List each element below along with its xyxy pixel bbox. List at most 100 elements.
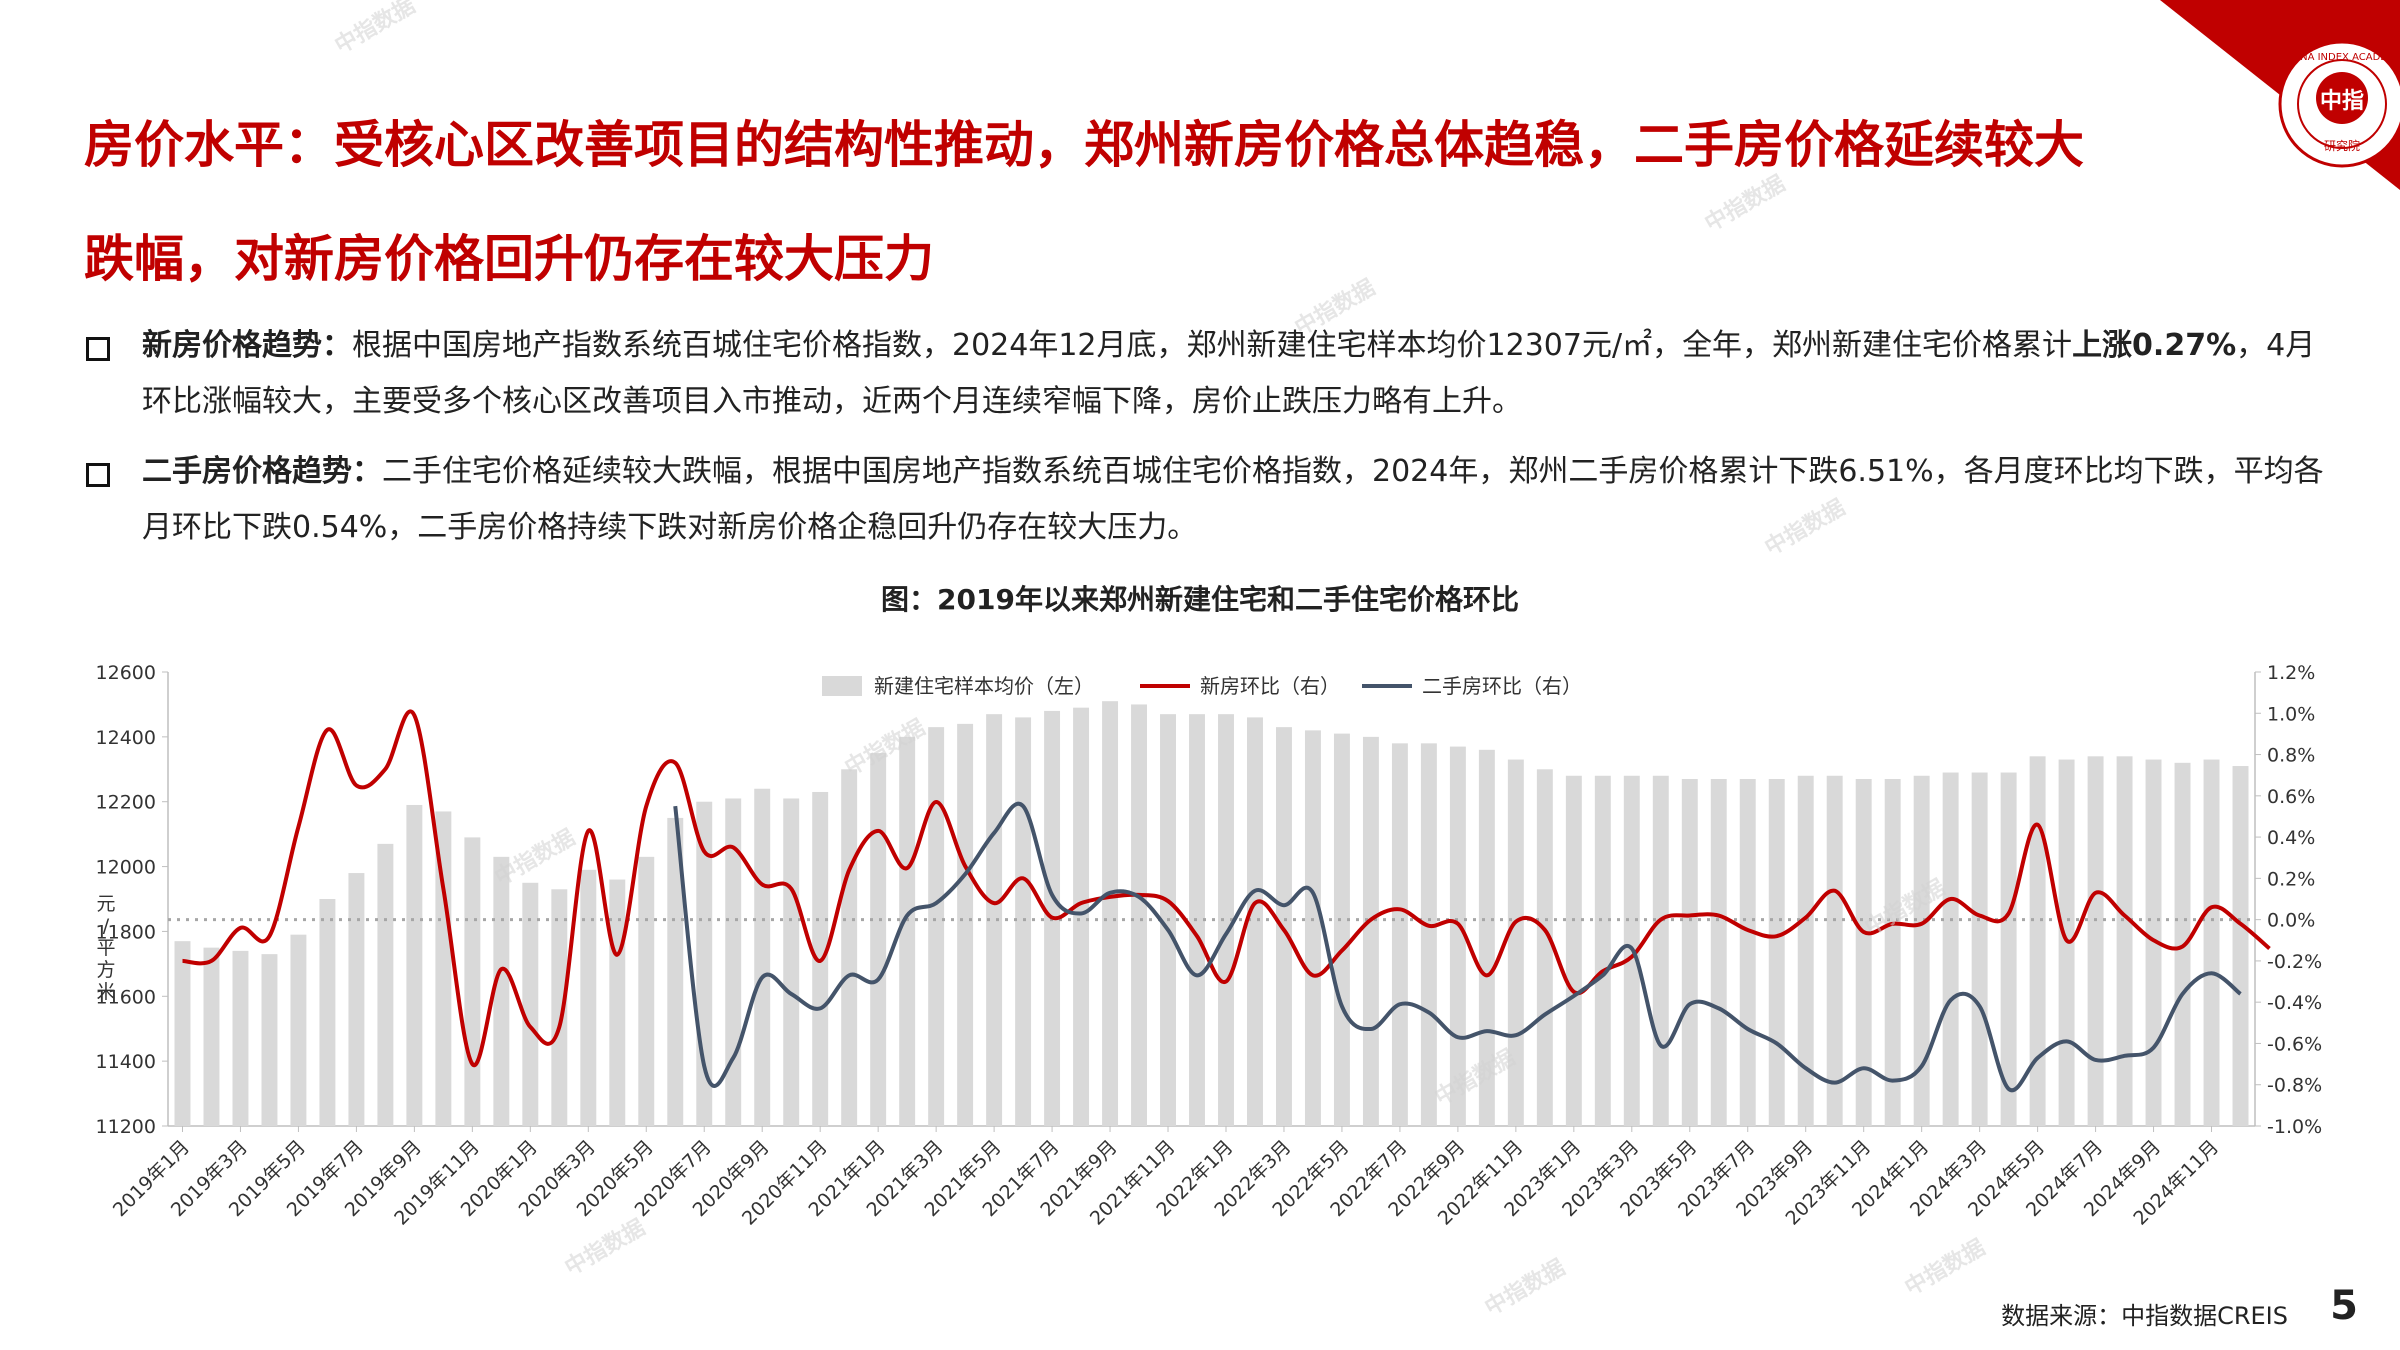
price-bar bbox=[1449, 746, 1466, 1126]
price-bar bbox=[870, 753, 887, 1126]
legend-new-label: 新房环比（右） bbox=[1200, 674, 1340, 698]
y-axis-unit-char: 元 bbox=[96, 893, 115, 915]
y-left-tick-label: 12000 bbox=[96, 857, 156, 879]
price-bar bbox=[1797, 775, 1814, 1126]
price-bar bbox=[2029, 756, 2046, 1126]
y-right-tick-label: -1.0% bbox=[2267, 1116, 2322, 1138]
price-bar bbox=[232, 950, 249, 1126]
price-bar bbox=[377, 843, 394, 1126]
checkbox-square-icon bbox=[86, 337, 110, 361]
y-left-tick-label: 12200 bbox=[96, 792, 156, 814]
price-bar bbox=[1102, 701, 1119, 1126]
price-bar bbox=[783, 798, 800, 1126]
price-bar bbox=[1015, 717, 1032, 1126]
price-bar bbox=[2203, 759, 2220, 1126]
logo-bottom-text: 研究院 bbox=[2324, 138, 2360, 153]
y-right-tick-label: 0.4% bbox=[2267, 827, 2315, 849]
y-left-tick-label: 11400 bbox=[96, 1051, 156, 1073]
chart-title: 图：2019年以来郑州新建住宅和二手住宅价格环比 bbox=[881, 583, 1519, 616]
slide-title: 房价水平：受核心区改善项目的结构性推动，郑州新房价格总体趋稳，二手房价格延续较大… bbox=[84, 116, 2084, 288]
price-bar bbox=[1681, 779, 1698, 1126]
price-bar bbox=[2087, 756, 2104, 1126]
bullet-new-text-2: ，4月环比涨幅较大，主要受多个核心区改善项目入市推动，近两个月连续窄幅下降，房价… bbox=[142, 328, 2316, 419]
price-bar bbox=[754, 788, 771, 1126]
price-bar bbox=[1362, 736, 1379, 1126]
y-axis-unit-char: 米 bbox=[96, 981, 115, 1003]
price-bar bbox=[1710, 779, 1727, 1126]
price-chart: 11200 11400 11600 11800 12000 12200 12400 12600… bbox=[96, 662, 2323, 1230]
y-left-tick-label: 11200 bbox=[96, 1116, 156, 1138]
checkbox-square-icon bbox=[86, 463, 110, 487]
price-bar bbox=[841, 769, 858, 1126]
second-hand-mom-line bbox=[673, 801, 2242, 1093]
price-bar bbox=[638, 856, 655, 1126]
price-bar bbox=[551, 889, 568, 1126]
legend-second-label: 二手房环比（右） bbox=[1422, 674, 1582, 698]
price-bar bbox=[1942, 772, 1959, 1126]
price-bar bbox=[1884, 779, 1901, 1126]
corner-logo: 中指 研究院 CHINA INDEX ACADEMY bbox=[2160, 0, 2400, 190]
data-source: 数据来源：中指数据CREIS bbox=[2001, 1302, 2288, 1330]
bullet-new-label: 新房价格趋势： bbox=[142, 328, 352, 363]
price-bar bbox=[522, 882, 539, 1126]
price-bar bbox=[1391, 743, 1408, 1126]
price-bar bbox=[464, 837, 481, 1126]
price-bar bbox=[406, 804, 423, 1126]
price-bar bbox=[290, 934, 307, 1126]
price-bar bbox=[1594, 775, 1611, 1126]
price-bar bbox=[174, 941, 191, 1126]
logo-ring-text: CHINA INDEX ACADEMY bbox=[2283, 52, 2400, 63]
y-left-tick-label: 12400 bbox=[96, 727, 156, 749]
price-bar bbox=[348, 873, 365, 1126]
y-right-tick-label: 1.2% bbox=[2267, 662, 2315, 684]
price-bar bbox=[435, 811, 452, 1126]
price-bar bbox=[1536, 769, 1553, 1126]
y-right-tick-label: 0.6% bbox=[2267, 786, 2315, 808]
y-right-tick-label: 0.2% bbox=[2267, 868, 2315, 890]
y-right-tick-label: 1.0% bbox=[2267, 703, 2315, 725]
y-right-tick-label: 0.0% bbox=[2267, 910, 2315, 932]
bullet-second-hand-trend: 二手房价格趋势：二手住宅价格延续较大跌幅，根据中国房地产指数系统百城住宅价格指数… bbox=[84, 444, 2334, 556]
price-bar bbox=[580, 869, 597, 1126]
price-bar bbox=[1971, 772, 1988, 1126]
price-bar bbox=[1739, 779, 1756, 1126]
legend-bar-label: 新建住宅样本均价（左） bbox=[874, 674, 1094, 698]
price-bar bbox=[1420, 743, 1437, 1126]
y-axis-unit-char: 平 bbox=[96, 937, 115, 959]
y-right-tick-label: 0.8% bbox=[2267, 745, 2315, 767]
bullet-list: 新房价格趋势：根据中国房地产指数系统百城住宅价格指数，2024年12月底，郑州新… bbox=[84, 318, 2334, 570]
price-bar bbox=[319, 899, 336, 1126]
y-right-tick-label: -0.8% bbox=[2267, 1075, 2322, 1097]
price-bar bbox=[1131, 704, 1148, 1126]
price-bar bbox=[1478, 749, 1495, 1126]
y-right-tick-label: -0.4% bbox=[2267, 992, 2322, 1014]
page-number: 5 bbox=[2330, 1283, 2358, 1329]
y-right-tick-label: -0.6% bbox=[2267, 1033, 2322, 1055]
price-bar bbox=[1304, 730, 1321, 1126]
y-left-tick-label: 12600 bbox=[96, 662, 156, 684]
y-axis-unit-char: 方 bbox=[96, 959, 115, 981]
logo-center-text: 中指 bbox=[2320, 89, 2364, 114]
price-bar bbox=[667, 817, 684, 1126]
price-bar bbox=[899, 736, 916, 1126]
watermark-text: 中指数据 bbox=[330, 0, 420, 59]
price-bar bbox=[928, 727, 945, 1126]
price-bar bbox=[1507, 759, 1524, 1126]
price-bar bbox=[1275, 727, 1292, 1126]
new-house-mom-line bbox=[182, 709, 2271, 1068]
bullet-second-text: 二手住宅价格延续较大跌幅，根据中国房地产指数系统百城住宅价格指数，2024年，郑… bbox=[142, 454, 2324, 545]
bullet-second-label: 二手房价格趋势： bbox=[142, 454, 382, 489]
price-bar bbox=[261, 954, 278, 1126]
bullet-new-highlight: 上涨0.27% bbox=[2072, 328, 2237, 363]
y-right-tick-label: -0.2% bbox=[2267, 951, 2322, 973]
legend-bar-swatch bbox=[822, 676, 862, 696]
price-bar bbox=[1826, 775, 1843, 1126]
price-bar bbox=[986, 714, 1003, 1126]
price-bar bbox=[1565, 775, 1582, 1126]
price-bar bbox=[1073, 707, 1090, 1126]
y-left-tick-label: 11800 bbox=[96, 921, 156, 943]
price-bar bbox=[2145, 759, 2162, 1126]
bullet-new-house-trend: 新房价格趋势：根据中国房地产指数系统百城住宅价格指数，2024年12月底，郑州新… bbox=[84, 318, 2334, 430]
price-bar bbox=[2000, 772, 2017, 1126]
price-bar bbox=[1855, 779, 1872, 1126]
